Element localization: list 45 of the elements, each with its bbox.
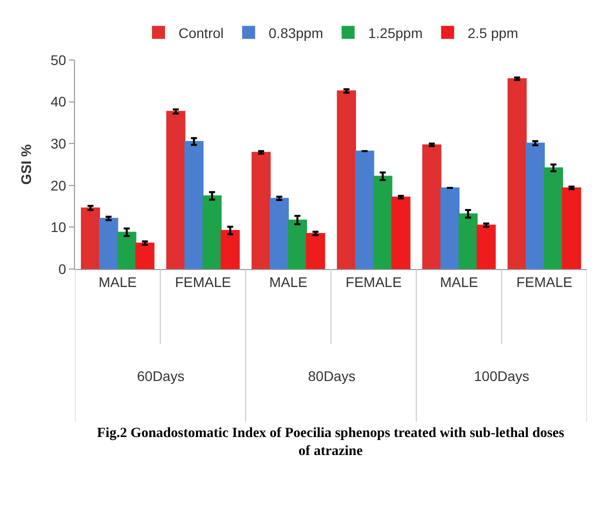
bar (270, 198, 289, 269)
text: 60Days (137, 368, 184, 384)
bar (306, 232, 326, 269)
bar (80, 207, 100, 269)
bar (99, 218, 118, 269)
y-axis-title: GSI % (18, 144, 34, 185)
bar (336, 90, 356, 269)
y-tick-label: 50 (50, 52, 66, 68)
bar (458, 213, 478, 269)
bar (440, 187, 460, 269)
bar (476, 224, 496, 269)
text: 100Days (474, 368, 530, 384)
bar (288, 220, 307, 269)
x-tick-label: FEMALE (346, 274, 402, 290)
bar (252, 152, 271, 269)
y-tick-label: 40 (50, 94, 66, 110)
bar (117, 232, 136, 269)
bar (526, 142, 545, 269)
text: Fig.2 Gonadostomatic Index of Poecilia sphenops treated with sub-lethal doses of atrazine (97, 426, 565, 460)
x-tick-label: MALE (98, 274, 137, 290)
y-tick-label: 10 (50, 219, 66, 236)
y-tick-label: 30 (50, 136, 66, 152)
y-tick-label: 0 (58, 260, 66, 277)
legend-label: 0.83ppm (268, 24, 324, 41)
x-tick-label: MALE (440, 274, 478, 290)
legend-label: Control (178, 24, 224, 41)
bar (544, 167, 563, 269)
x-tick-label: MALE (269, 274, 308, 290)
bar (166, 110, 186, 269)
bar (373, 176, 392, 269)
bar (135, 242, 154, 269)
bar (184, 141, 204, 269)
bar (220, 230, 240, 269)
bar (422, 144, 442, 269)
legend-label: 1.25ppm (368, 24, 423, 41)
legend-label: 2.5 ppm (468, 24, 518, 41)
bar (202, 195, 222, 269)
y-tick-label: 20 (50, 177, 66, 194)
bar (508, 78, 527, 269)
bar (355, 150, 374, 269)
text: 80Days (308, 368, 356, 384)
x-tick-label: FEMALE (174, 274, 232, 290)
x-tick-label: FEMALE (516, 274, 572, 290)
bar (562, 187, 582, 269)
bar (391, 196, 410, 269)
